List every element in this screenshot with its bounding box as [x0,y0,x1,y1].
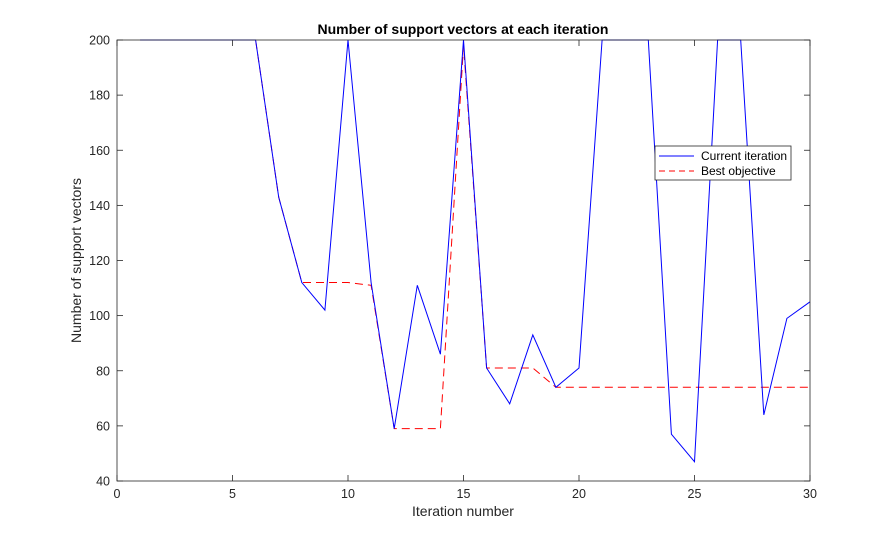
x-tick-label: 25 [688,487,702,501]
x-tick-label: 10 [341,487,355,501]
legend-label-best-objective: Best objective [701,164,776,178]
plot-area [117,40,810,481]
legend: Current iteration Best objective [654,145,792,181]
x-tick-label: 0 [114,487,121,501]
y-tick-label: 60 [96,419,110,433]
plot-frame [116,39,811,482]
y-tick-label: 80 [96,364,110,378]
y-tick-label: 100 [89,309,110,323]
x-axis-label: Iteration number [412,503,514,519]
y-tick-label: 200 [89,34,110,48]
axis-ticks: 0 5 10 15 20 25 30 40 60 80 100 120 140 160 180 200 [89,34,817,502]
y-tick-label: 140 [89,199,110,213]
y-tick-label: 180 [89,89,110,103]
x-tick-label: 20 [572,487,586,501]
y-axis-label: Number of support vectors [68,178,84,343]
legend-box [654,145,792,181]
x-tick-label: 5 [229,487,236,501]
x-tick-label: 15 [457,487,471,501]
y-tick-label: 160 [89,144,110,158]
y-tick-label: 120 [89,254,110,268]
x-tick-label: 30 [803,487,817,501]
y-tick-label: 40 [96,475,110,489]
legend-label-current-iteration: Current iteration [701,149,787,163]
chart-title: Number of support vectors at each iterat… [318,21,609,37]
